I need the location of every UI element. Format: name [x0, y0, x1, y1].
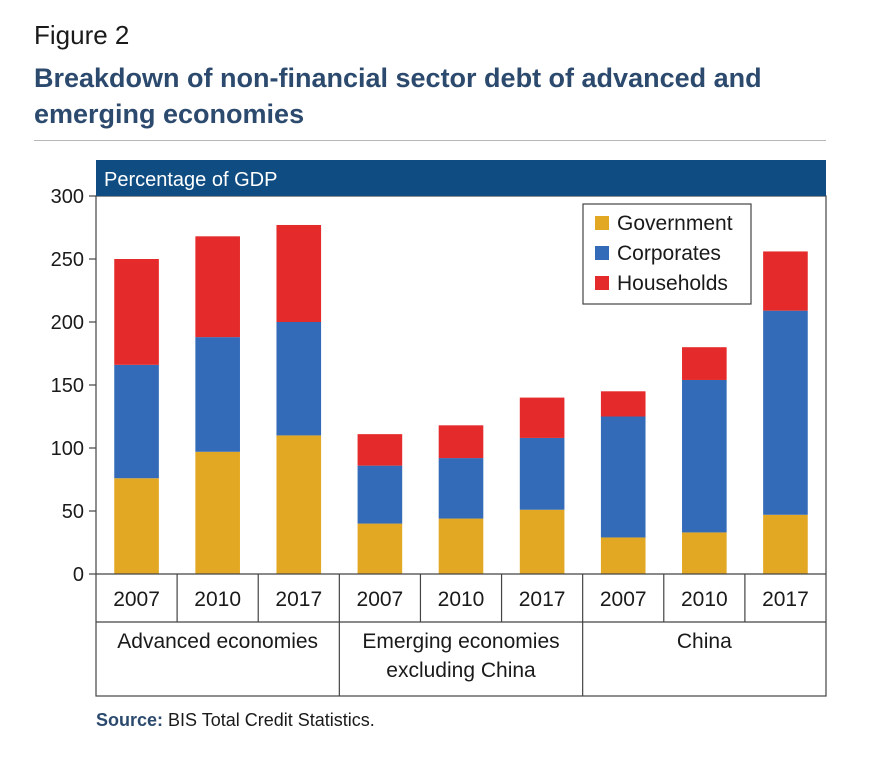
x-tick-label-2-2017: 2017: [762, 588, 809, 611]
legend-swatch-corporates: [595, 246, 609, 260]
y-tick-label-0: 0: [73, 564, 84, 586]
y-tick-label-150: 150: [51, 375, 84, 397]
bar-government-2-2007: [600, 537, 646, 574]
y-tick-label-300: 300: [51, 186, 84, 208]
bar-corporates-1-2010: [438, 458, 484, 519]
chart-title: Breakdown of non-financial sector debt o…: [34, 63, 762, 129]
legend: Government Corporates Households: [582, 203, 752, 305]
bar-government-2-2017: [763, 514, 808, 574]
y-axis: 0 50 100 150 200 250 300: [51, 186, 96, 586]
y-tick-label-200: 200: [51, 312, 84, 334]
bar-government-1-2017: [519, 509, 565, 574]
x-tick-label-1-2010: 2010: [438, 588, 485, 611]
legend-swatch-households: [595, 276, 609, 290]
legend-label-households: Households: [617, 272, 728, 295]
group-label-0: Advanced economies: [117, 630, 318, 653]
bar-government-1-2007: [357, 523, 403, 574]
bar-households-2-2010: [682, 347, 727, 380]
legend-swatch-government: [595, 216, 609, 230]
bar-corporates-2-2007: [600, 416, 646, 538]
x-tick-label-1-2007: 2007: [357, 588, 404, 611]
x-tick-label-0-2010: 2010: [194, 588, 241, 611]
bar-households-1-2010: [438, 425, 484, 459]
bar-government-0-2007: [114, 478, 159, 574]
group-label-1: Emerging economies excluding China: [362, 630, 559, 682]
bar-households-0-2007: [114, 259, 159, 365]
bar-government-0-2010: [195, 451, 240, 574]
bar-government-2-2010: [682, 532, 727, 574]
bar-households-1-2017: [519, 397, 565, 438]
x-axis: 2007 2010 2017 Advanced economies 2007 2010 20…: [96, 573, 826, 696]
bar-households-2-2007: [600, 391, 646, 417]
figure-label: Figure 2: [34, 20, 130, 50]
y-tick-label-250: 250: [51, 249, 84, 271]
bar-government-1-2010: [438, 518, 484, 574]
x-tick-label-1-2017: 2017: [519, 588, 566, 611]
legend-label-corporates: Corporates: [617, 242, 721, 265]
group-label-2: China: [677, 630, 732, 653]
bar-households-1-2007: [357, 434, 403, 466]
chart: Percentage of GDP 0 50 100 150 200 250 300 200…: [51, 160, 827, 697]
bars: [114, 224, 808, 574]
bar-corporates-1-2007: [357, 465, 403, 524]
y-tick-label-50: 50: [62, 501, 84, 523]
y-tick-label-100: 100: [51, 438, 84, 460]
bar-households-0-2017: [276, 224, 322, 322]
x-tick-label-2-2007: 2007: [600, 588, 647, 611]
chart-header-bar: [96, 160, 826, 196]
bar-corporates-0-2017: [276, 322, 322, 436]
bar-corporates-0-2007: [114, 364, 159, 479]
source-text: BIS Total Credit Statistics.: [168, 710, 375, 730]
bar-corporates-2-2010: [682, 379, 727, 533]
bar-corporates-2-2017: [763, 310, 808, 515]
legend-label-government: Government: [617, 212, 733, 235]
source-note: Source: BIS Total Credit Statistics.: [96, 710, 375, 731]
bar-households-2-2017: [763, 251, 808, 311]
bar-corporates-1-2017: [519, 437, 565, 510]
bar-government-0-2017: [276, 435, 322, 574]
title-divider: [34, 140, 826, 141]
x-tick-label-2-2010: 2010: [681, 588, 728, 611]
bar-corporates-0-2010: [195, 337, 240, 452]
x-tick-label-0-2007: 2007: [113, 588, 160, 611]
x-tick-label-0-2017: 2017: [275, 588, 322, 611]
source-label: Source:: [96, 710, 164, 730]
legend-box: [582, 203, 752, 305]
bar-households-0-2010: [195, 236, 240, 338]
chart-header-label: Percentage of GDP: [104, 169, 277, 191]
